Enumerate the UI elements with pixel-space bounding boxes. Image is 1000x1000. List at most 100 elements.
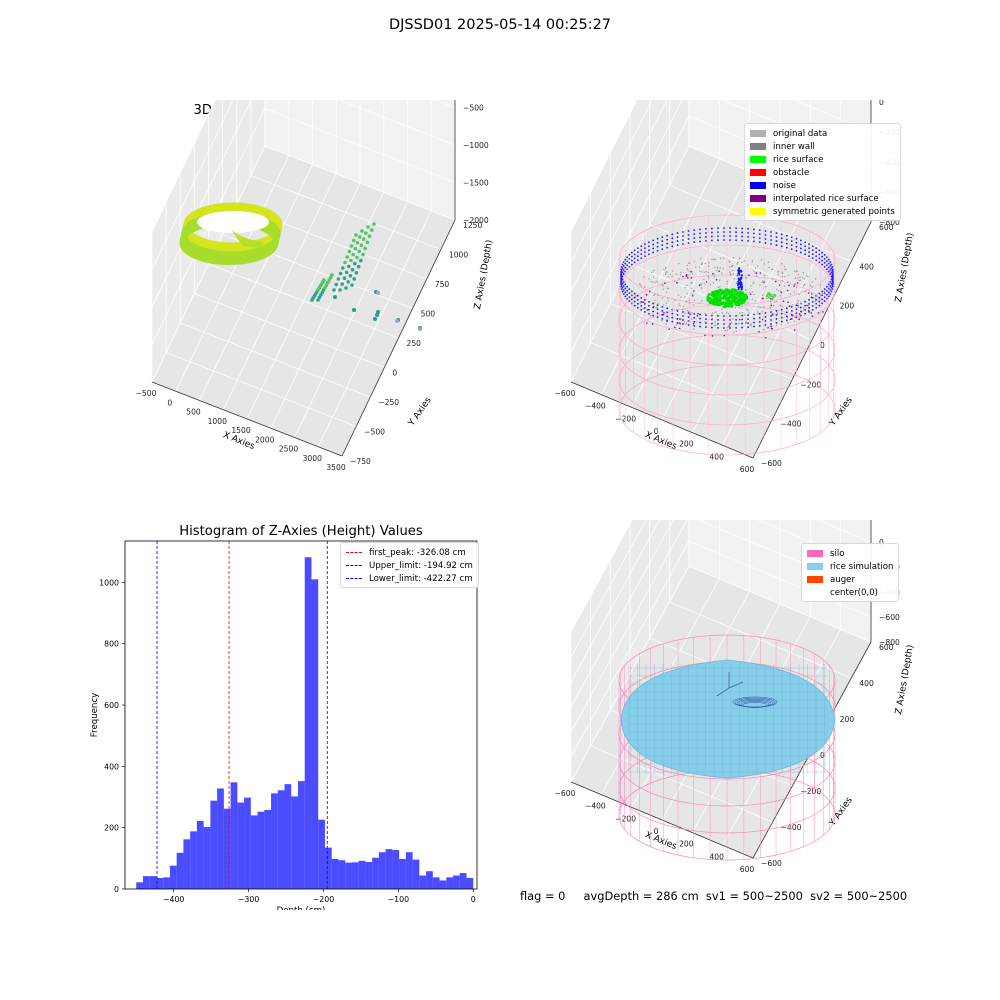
histogram-bar bbox=[318, 819, 325, 889]
noise-point bbox=[829, 261, 832, 263]
rice-surface-point bbox=[738, 290, 742, 293]
x-tick-label: −300 bbox=[238, 895, 259, 904]
noise-point bbox=[815, 247, 818, 250]
legend-swatch bbox=[346, 578, 362, 579]
original-point bbox=[797, 273, 800, 276]
rice-surface-point bbox=[710, 292, 714, 295]
original-point bbox=[691, 282, 693, 284]
original-point bbox=[732, 318, 734, 320]
grid-line bbox=[570, 540, 690, 758]
rice-surface-point bbox=[734, 297, 738, 300]
noise-point bbox=[764, 320, 767, 322]
legend-swatch bbox=[750, 169, 766, 176]
noise-point bbox=[764, 316, 767, 318]
noise-point bbox=[799, 239, 802, 242]
noise-point bbox=[636, 259, 639, 262]
interpolated-point bbox=[651, 323, 654, 325]
original-point bbox=[757, 313, 759, 315]
x-tick-label: 400 bbox=[709, 852, 724, 861]
original-point bbox=[689, 262, 691, 264]
noise-point bbox=[656, 249, 659, 252]
original-point bbox=[635, 296, 637, 298]
noise-point bbox=[764, 312, 767, 314]
original-point bbox=[823, 290, 826, 293]
noise-point bbox=[626, 293, 629, 296]
noise-point bbox=[624, 287, 627, 290]
noise-point bbox=[699, 240, 701, 243]
noise-point bbox=[626, 285, 629, 288]
original-point bbox=[743, 314, 746, 316]
noise-point bbox=[630, 263, 633, 266]
rice-surface-point bbox=[725, 289, 728, 292]
noise-point bbox=[620, 285, 623, 288]
rice-surface-point bbox=[733, 300, 736, 304]
raw-3d-plot[interactable]: −5000500100015002000250030003500−750−500… bbox=[120, 100, 500, 480]
original-point bbox=[735, 282, 738, 285]
z-tick-label: −600 bbox=[879, 613, 900, 622]
noise-point bbox=[705, 227, 707, 230]
noise-point bbox=[699, 232, 701, 235]
noise-point bbox=[622, 265, 625, 267]
rice-surface-point bbox=[771, 297, 774, 301]
original-point bbox=[744, 289, 747, 291]
original-point bbox=[691, 273, 694, 275]
original-point bbox=[802, 309, 805, 311]
interpolated-point bbox=[822, 311, 824, 313]
noise-point bbox=[682, 235, 684, 237]
noise-point bbox=[785, 319, 788, 322]
noise-point bbox=[831, 278, 834, 280]
noise-point bbox=[723, 235, 725, 237]
noise-point bbox=[790, 305, 793, 308]
original-point bbox=[757, 311, 759, 313]
interpolated-point bbox=[759, 272, 762, 274]
histogram-bar bbox=[217, 788, 224, 889]
noise-point bbox=[644, 298, 646, 301]
noise-point bbox=[795, 316, 798, 319]
original-point bbox=[815, 294, 818, 297]
rice-surface-point bbox=[731, 294, 734, 297]
original-point bbox=[684, 296, 686, 298]
noise-point bbox=[705, 231, 707, 234]
interpolated-point bbox=[770, 304, 773, 307]
raw-point bbox=[375, 313, 379, 317]
x-tick-label: 600 bbox=[740, 465, 755, 474]
noise-point bbox=[735, 231, 737, 234]
legend-label: rice surface bbox=[773, 154, 824, 165]
interpolated-point bbox=[798, 318, 800, 321]
y-tick-label: −400 bbox=[781, 420, 802, 429]
original-point bbox=[814, 278, 817, 280]
histogram-bar bbox=[351, 862, 359, 889]
simulation-3d-plot[interactable]: −600 −400 −200 0 200 400 600 −600 −400 −200 0 200 40… bbox=[545, 520, 925, 880]
noise-point bbox=[808, 298, 810, 301]
original-point bbox=[707, 275, 709, 277]
x-tick-label: 500 bbox=[186, 408, 201, 417]
histogram-bar bbox=[345, 862, 352, 889]
x-axis-label: Depth (cm) bbox=[277, 906, 326, 910]
noise-point bbox=[671, 237, 674, 240]
classify-3d-plot[interactable]: −600 −400 −200 0 200 400 600 −600 −400 −200 0 200 40… bbox=[545, 100, 925, 480]
interpolated-point bbox=[692, 322, 695, 325]
original-point bbox=[642, 307, 645, 310]
original-point bbox=[631, 302, 633, 305]
noise-point bbox=[785, 307, 788, 310]
original-point bbox=[758, 306, 760, 308]
legend-swatch bbox=[346, 565, 362, 566]
original-point bbox=[797, 277, 799, 279]
rice-surface-point bbox=[733, 294, 736, 297]
noise-point bbox=[830, 290, 833, 293]
raw-point bbox=[332, 288, 336, 292]
noise-point bbox=[831, 288, 834, 290]
interpolated-point bbox=[676, 281, 678, 284]
original-point bbox=[761, 281, 763, 284]
legend-swatch bbox=[750, 182, 766, 189]
histogram-bar bbox=[203, 827, 211, 889]
x-tick-label: 2000 bbox=[255, 435, 274, 444]
y-tick-label: 1000 bbox=[99, 578, 119, 587]
z-tick-label: −1500 bbox=[463, 179, 489, 188]
noise-point bbox=[633, 304, 636, 307]
noise-point bbox=[825, 268, 828, 271]
noise-point bbox=[753, 313, 755, 316]
original-point bbox=[688, 310, 690, 313]
noise-point bbox=[735, 318, 737, 321]
noise-point bbox=[620, 278, 623, 280]
